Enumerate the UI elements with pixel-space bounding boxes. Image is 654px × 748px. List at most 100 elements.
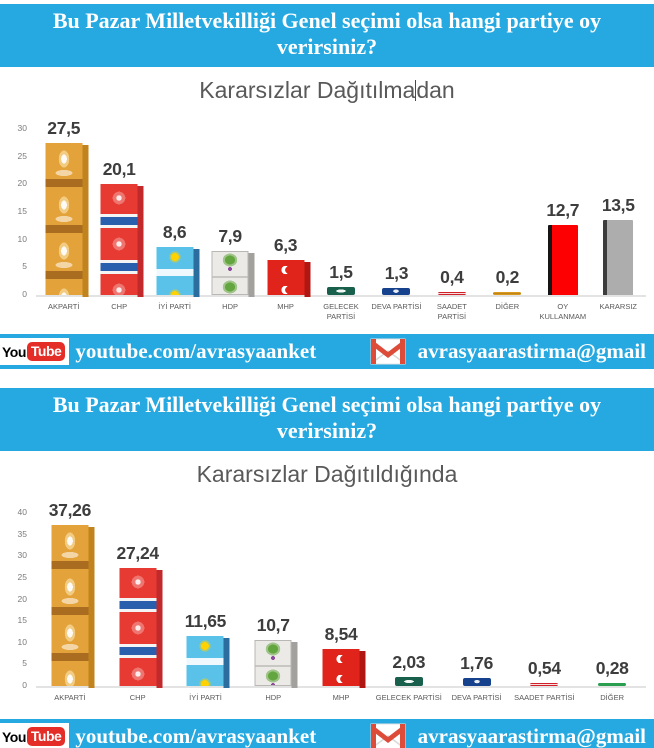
bar-value-label: 13,5 bbox=[601, 195, 635, 216]
bar-diger-gold bbox=[493, 291, 522, 295]
bar-diger-green bbox=[598, 683, 627, 687]
bar-value-label: 8,54 bbox=[324, 624, 358, 645]
bar-area: 12,7 bbox=[535, 129, 591, 297]
bar-value-label: 1,76 bbox=[460, 653, 494, 674]
bar-area: 7,9 bbox=[202, 129, 258, 297]
y-axis-tick-label: 30 bbox=[17, 550, 27, 561]
category-label: MHP bbox=[332, 693, 350, 703]
category-label: CHP bbox=[111, 301, 128, 311]
bar-akparti bbox=[51, 524, 95, 689]
bar-column: 27,5 AKPARTİ bbox=[36, 118, 92, 322]
bar-column: 0,54 SAADET PARTİSİ bbox=[510, 513, 579, 703]
email-contact[interactable]: avrasyaarastirma@gmail bbox=[370, 338, 654, 365]
y-axis-tick-label: 15 bbox=[17, 615, 27, 626]
y-axis-tick-label: 20 bbox=[17, 178, 27, 189]
bar-chart: 0 5 10 15 20 25 30 27,5 AKPARTİ 20,1 CHP 8,6 İYİ PA… bbox=[0, 118, 654, 322]
youtube-channel-link[interactable]: youtube.com/avrasyaanket bbox=[75, 339, 317, 364]
bar-value-label: 27,24 bbox=[116, 543, 160, 564]
bar-gelecek bbox=[326, 286, 355, 295]
bar-saadet bbox=[530, 683, 559, 687]
bar-value-label: 7,9 bbox=[218, 226, 242, 247]
bar-area: 27,5 bbox=[36, 118, 92, 298]
bar-area: 0,28 bbox=[578, 513, 647, 689]
bar-column: 6,3 MHP bbox=[257, 129, 314, 322]
youtube-logo-you: You bbox=[2, 728, 26, 745]
bar-area: 27,24 bbox=[103, 513, 172, 689]
bar-column: 11,65 İYİ PARTİ bbox=[171, 513, 240, 703]
y-axis-tick-label: 25 bbox=[17, 150, 27, 161]
bar-deva bbox=[462, 678, 491, 687]
category-label: GELECEK PARTİSİ bbox=[323, 301, 359, 322]
y-axis-tick-label: 20 bbox=[17, 593, 27, 604]
bar-area: 2,03 bbox=[374, 513, 443, 689]
bar-value-label: 1,3 bbox=[384, 262, 409, 283]
bar-value-label: 0,4 bbox=[440, 266, 464, 287]
bar-chp bbox=[119, 568, 163, 688]
gmail-envelope-icon bbox=[370, 723, 406, 748]
category-label: HDP bbox=[265, 693, 282, 703]
bar-column: 13,5 KARARSIZ bbox=[590, 129, 646, 322]
bar-area: 13,5 bbox=[590, 129, 646, 297]
category-label: KARARSIZ bbox=[599, 301, 638, 311]
bar-value-label: 0,2 bbox=[495, 266, 520, 287]
bar-mhp bbox=[267, 260, 311, 297]
survey-question-text: Bu Pazar Milletvekilliği Genel seçimi ol… bbox=[52, 392, 602, 444]
bar-column: 1,76 DEVA PARTİSİ bbox=[442, 513, 511, 703]
category-label: DEVA PARTİSİ bbox=[451, 693, 502, 703]
bar-iyi bbox=[186, 635, 230, 689]
category-label: GELECEK PARTİSİ bbox=[375, 693, 442, 703]
bar-mhp bbox=[322, 649, 366, 688]
youtube-logo-tube: Tube bbox=[26, 727, 66, 747]
y-axis-tick-label: 40 bbox=[17, 507, 27, 518]
bar-area: 37,26 bbox=[36, 500, 104, 689]
bar-area: 6,3 bbox=[257, 129, 314, 297]
gmail-envelope-icon bbox=[370, 338, 406, 365]
survey-question-banner: Bu Pazar Milletvekilliği Genel seçimi ol… bbox=[0, 388, 654, 452]
bar-deva bbox=[382, 287, 411, 295]
bar-column: 0,2 DİĞER bbox=[479, 129, 536, 322]
bar-saadet bbox=[437, 291, 466, 295]
bar-akparti bbox=[45, 142, 89, 298]
chart-title-text: dan bbox=[416, 76, 455, 103]
bar-column: 7,9 HDP bbox=[202, 129, 258, 322]
youtube-logo-icon: You Tube bbox=[0, 723, 70, 748]
bar-value-label: 0,28 bbox=[595, 658, 629, 679]
chart-title-text: Kararsızlar Dağıtılma bbox=[199, 76, 416, 103]
bar-column: 37,26 AKPARTİ bbox=[36, 500, 104, 703]
bar-column: 2,03 GELECEK PARTİSİ bbox=[374, 513, 443, 703]
bar-area: 1,5 bbox=[313, 129, 369, 297]
youtube-channel-link[interactable]: youtube.com/avrasyaanket bbox=[75, 724, 317, 748]
bar-column: 0,28 DİĞER bbox=[578, 513, 647, 703]
youtube-logo-you: You bbox=[2, 343, 26, 360]
survey-question-banner: Bu Pazar Milletvekilliği Genel seçimi ol… bbox=[0, 4, 654, 67]
bar-area: 1,3 bbox=[368, 129, 425, 297]
category-label: SAADET PARTİSİ bbox=[436, 301, 467, 322]
bar-value-label: 12,7 bbox=[546, 199, 580, 220]
survey-question-text: Bu Pazar Milletvekilliği Genel seçimi ol… bbox=[52, 8, 602, 59]
bar-column: 0,4 SAADET PARTİSİ bbox=[424, 129, 480, 322]
category-label: AKPARTİ bbox=[54, 693, 86, 703]
bar-value-label: 20,1 bbox=[102, 158, 136, 179]
bar-oy bbox=[547, 224, 578, 295]
bar-hdp bbox=[254, 639, 298, 689]
chart-kararsizlar-dagitilmadan: Kararsızlar Dağıtılmadan 0 5 10 15 20 25 30 27… bbox=[0, 75, 654, 322]
bar-column: 1,3 DEVA PARTİSİ bbox=[368, 129, 425, 322]
bar-value-label: 8,6 bbox=[162, 222, 187, 243]
bar-area: 20,1 bbox=[91, 129, 147, 298]
bar-gelecek bbox=[394, 677, 423, 687]
bar-value-label: 1,5 bbox=[329, 261, 353, 282]
bar-area: 0,4 bbox=[424, 129, 480, 297]
email-contact[interactable]: avrasyaarastirma@gmail bbox=[370, 723, 654, 748]
chart-kararsizlar-dagitildiginda: Kararsızlar Dağıtıldığında 0 5 10 15 20 25 30 3… bbox=[0, 459, 654, 703]
y-axis-tick-label: 10 bbox=[17, 636, 27, 647]
email-address: avrasyaarastirma@gmail bbox=[417, 724, 646, 748]
category-label: İYİ PARTİ bbox=[158, 301, 191, 311]
plot-area: 27,5 AKPARTİ 20,1 CHP 8,6 İYİ PARTİ 7,9 HDP 6,3 M… bbox=[36, 118, 646, 322]
y-axis: 0 5 10 15 20 25 30 35 40 bbox=[2, 508, 36, 690]
bar-hdp bbox=[211, 251, 255, 297]
bar-area: 0,2 bbox=[479, 129, 536, 297]
contact-banner: You Tube youtube.com/avrasyaanket avrasy… bbox=[0, 719, 654, 748]
bar-iyi bbox=[156, 247, 200, 297]
bar-column: 8,54 MHP bbox=[307, 513, 375, 703]
bar-area: 8,6 bbox=[146, 129, 203, 297]
